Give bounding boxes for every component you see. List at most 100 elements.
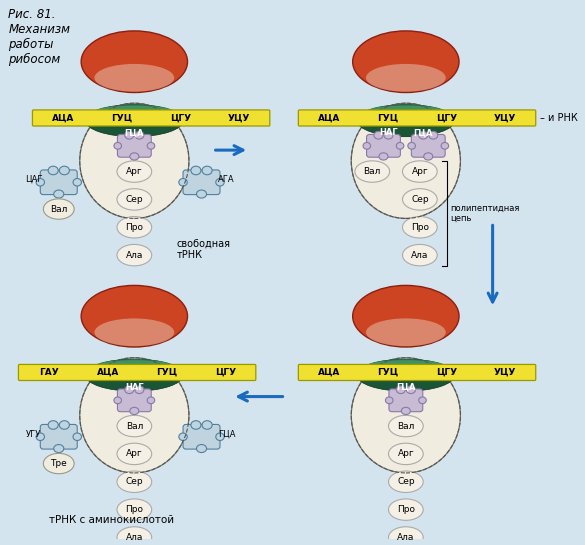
Ellipse shape: [130, 153, 139, 160]
Ellipse shape: [202, 166, 212, 175]
Text: НАГ: НАГ: [380, 129, 398, 137]
Ellipse shape: [117, 189, 152, 210]
Ellipse shape: [402, 244, 437, 266]
Text: ЦГУ: ЦГУ: [436, 368, 457, 377]
Ellipse shape: [94, 64, 174, 92]
Text: Про: Про: [125, 505, 143, 514]
Text: Вал: Вал: [50, 204, 67, 214]
Text: ГУЦ: ГУЦ: [156, 368, 177, 377]
Ellipse shape: [364, 105, 448, 123]
Text: Ала: Ала: [397, 533, 415, 542]
Ellipse shape: [59, 166, 70, 175]
Ellipse shape: [388, 527, 423, 545]
Ellipse shape: [388, 415, 423, 437]
Text: ЦГУ: ЦГУ: [215, 368, 236, 377]
Ellipse shape: [419, 131, 428, 139]
Ellipse shape: [117, 161, 152, 182]
Ellipse shape: [135, 386, 144, 393]
Ellipse shape: [370, 106, 442, 116]
Ellipse shape: [117, 471, 152, 493]
Ellipse shape: [191, 421, 201, 429]
Ellipse shape: [388, 499, 423, 520]
Text: УЦУ: УЦУ: [494, 368, 517, 377]
Ellipse shape: [54, 190, 64, 198]
Text: Арг: Арг: [126, 167, 143, 176]
Ellipse shape: [388, 443, 423, 465]
FancyBboxPatch shape: [411, 135, 445, 157]
FancyBboxPatch shape: [118, 135, 152, 157]
FancyBboxPatch shape: [19, 365, 256, 380]
Ellipse shape: [384, 131, 393, 139]
Ellipse shape: [441, 142, 449, 149]
Ellipse shape: [396, 142, 404, 149]
FancyBboxPatch shape: [32, 110, 270, 126]
Ellipse shape: [408, 142, 415, 149]
Ellipse shape: [429, 131, 438, 139]
Ellipse shape: [98, 360, 171, 370]
Ellipse shape: [43, 199, 74, 219]
Ellipse shape: [216, 433, 224, 440]
Ellipse shape: [117, 415, 152, 437]
Ellipse shape: [98, 106, 171, 116]
FancyBboxPatch shape: [298, 110, 536, 126]
Ellipse shape: [73, 433, 81, 440]
Ellipse shape: [117, 244, 152, 266]
Text: АЦА: АЦА: [51, 113, 74, 123]
Text: Вал: Вал: [126, 421, 143, 431]
Text: ГЦА: ГЦА: [413, 129, 432, 137]
Ellipse shape: [81, 31, 188, 93]
Ellipse shape: [216, 179, 224, 186]
Text: Вал: Вал: [364, 167, 381, 176]
Ellipse shape: [125, 131, 134, 139]
Text: Арг: Арг: [397, 450, 414, 458]
Ellipse shape: [402, 161, 437, 182]
Ellipse shape: [59, 421, 70, 429]
Ellipse shape: [85, 359, 183, 391]
Ellipse shape: [424, 153, 433, 160]
Text: тРНК с аминокислотой: тРНК с аминокислотой: [49, 515, 174, 525]
FancyBboxPatch shape: [183, 425, 220, 449]
Ellipse shape: [117, 527, 152, 545]
Ellipse shape: [80, 358, 189, 473]
Text: ГЦА: ГЦА: [125, 129, 144, 137]
Ellipse shape: [363, 142, 371, 149]
Ellipse shape: [366, 318, 446, 346]
Text: Арг: Арг: [411, 167, 428, 176]
Text: ЦАГ: ЦАГ: [25, 175, 42, 184]
Ellipse shape: [85, 105, 183, 137]
Text: АЦА: АЦА: [318, 113, 340, 123]
Ellipse shape: [386, 397, 393, 404]
Ellipse shape: [117, 499, 152, 520]
Ellipse shape: [114, 142, 122, 149]
Ellipse shape: [125, 386, 134, 393]
Ellipse shape: [54, 445, 64, 452]
Ellipse shape: [43, 453, 74, 474]
FancyBboxPatch shape: [367, 135, 400, 157]
Ellipse shape: [357, 105, 455, 137]
Text: Вал: Вал: [397, 421, 415, 431]
Ellipse shape: [402, 189, 437, 210]
Ellipse shape: [48, 421, 58, 429]
Ellipse shape: [202, 421, 212, 429]
Ellipse shape: [179, 179, 187, 186]
FancyBboxPatch shape: [40, 170, 77, 195]
Text: Про: Про: [411, 223, 429, 232]
Text: Рис. 81.
Механизм
работы
рибосом: Рис. 81. Механизм работы рибосом: [8, 8, 70, 66]
Text: Про: Про: [397, 505, 415, 514]
Ellipse shape: [94, 318, 174, 346]
Text: Сер: Сер: [126, 477, 143, 486]
Text: Про: Про: [125, 223, 143, 232]
Text: УЦУ: УЦУ: [494, 113, 517, 123]
Text: свободная
тРНК: свободная тРНК: [176, 239, 230, 260]
Ellipse shape: [73, 179, 81, 186]
Ellipse shape: [147, 142, 155, 149]
Text: АЦА: АЦА: [318, 368, 340, 377]
Text: Ала: Ала: [411, 251, 429, 259]
Text: Сер: Сер: [397, 477, 415, 486]
Ellipse shape: [117, 216, 152, 238]
Ellipse shape: [357, 359, 455, 391]
Ellipse shape: [36, 433, 44, 440]
Ellipse shape: [117, 443, 152, 465]
Ellipse shape: [48, 166, 58, 175]
FancyBboxPatch shape: [118, 389, 152, 411]
